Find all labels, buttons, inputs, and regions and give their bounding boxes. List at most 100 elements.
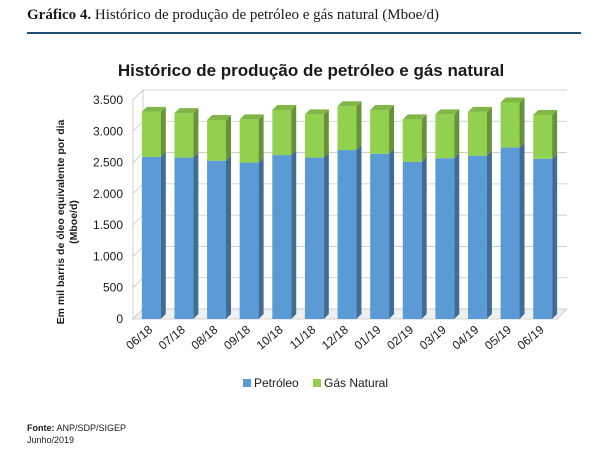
bar-front: [468, 155, 487, 319]
bar-front: [435, 158, 455, 319]
x-tick-label: 02/19: [384, 322, 416, 352]
y-axis-title: Em mil barris de óleo equivalente por di…: [55, 119, 80, 324]
bar-front: [141, 111, 161, 157]
bar-petroleo: [337, 145, 362, 319]
x-tick-label: 04/19: [449, 322, 481, 352]
figure-caption: Gráfico 4. Histórico de produção de petr…: [27, 7, 439, 24]
caption-text: Histórico de produção de petróleo e gás …: [94, 7, 439, 23]
bar-front: [304, 114, 324, 158]
bar-front: [370, 110, 390, 154]
bar-top: [533, 110, 558, 116]
bar-side: [323, 109, 329, 158]
x-tick-label: 01/19: [352, 322, 384, 352]
bar-gas-natural: [435, 109, 460, 159]
stacked-bar-chart: Histórico de produção de petróleo e gás …: [55, 61, 568, 390]
bar-front: [500, 147, 520, 319]
y-tick-label: 0: [116, 312, 123, 326]
bar-side: [519, 142, 525, 319]
bar-side: [552, 153, 558, 319]
bar-petroleo: [435, 153, 460, 319]
bar-gas-natural: [304, 109, 329, 158]
bar-side: [454, 153, 460, 319]
bar-side: [454, 109, 460, 159]
bar-front: [141, 156, 161, 319]
bar-top: [239, 114, 264, 120]
bar-side: [486, 150, 492, 319]
source-label: Fonte:: [27, 423, 55, 433]
bar-gas-natural: [402, 114, 427, 162]
bar-front: [402, 119, 422, 162]
bar-petroleo: [141, 151, 166, 319]
bar-gas-natural: [337, 101, 362, 151]
bar-gas-natural: [370, 105, 395, 154]
side-wall: [132, 89, 144, 320]
bar-top: [500, 97, 525, 103]
bar-petroleo: [174, 152, 199, 319]
bar-side: [193, 152, 199, 319]
bar-side: [193, 108, 199, 158]
bar-top: [402, 114, 427, 120]
bar-top: [304, 109, 329, 115]
bar-top: [141, 106, 166, 112]
y-tick-label: 500: [103, 281, 123, 295]
legend: Petróleo Gás Natural: [243, 376, 388, 390]
bar-gas-natural: [141, 106, 166, 157]
legend-label: Gás Natural: [324, 376, 388, 390]
bar-side: [486, 106, 492, 156]
bar-side: [389, 105, 395, 154]
bar-front: [468, 111, 487, 156]
gridline: [132, 89, 567, 101]
bar-front: [304, 157, 324, 319]
bar-gas-natural: [207, 115, 231, 161]
legend-label: Petróleo: [254, 376, 299, 390]
x-tick-label: 06/19: [515, 322, 547, 352]
x-tick-label: 09/18: [221, 322, 253, 352]
bar-front: [533, 158, 553, 319]
bar-side: [356, 101, 362, 151]
bar-front: [207, 120, 226, 161]
bar-front: [239, 162, 259, 319]
x-tick-label: 05/19: [482, 322, 514, 352]
x-tick-label: 07/18: [156, 322, 188, 352]
bar-gas-natural: [174, 108, 199, 158]
source-note: Fonte: ANP/SDP/SIGEP Junho/2019: [27, 422, 126, 446]
bar-petroleo: [207, 155, 231, 319]
x-tick-label: 11/18: [287, 322, 319, 352]
bar-gas-natural: [272, 105, 297, 156]
caption-label: Gráfico 4.: [27, 7, 92, 23]
y-tick-label: 1.000: [93, 249, 123, 263]
bar-front: [402, 161, 422, 319]
bar-petroleo: [239, 157, 264, 319]
bar-petroleo: [304, 152, 329, 319]
bar-side: [389, 148, 395, 319]
bar-side: [323, 152, 329, 319]
legend-swatch: [243, 379, 251, 387]
bar-side: [225, 155, 231, 319]
bar-front: [533, 115, 553, 159]
bar-petroleo: [468, 150, 492, 319]
bar-side: [258, 157, 264, 319]
bar-side: [421, 156, 427, 319]
source-line: Fonte: ANP/SDP/SIGEP: [27, 422, 126, 434]
y-tick-label: 1.500: [93, 218, 123, 232]
bar-front: [174, 113, 194, 158]
bar-top: [207, 115, 231, 121]
x-tick-label: 08/18: [188, 322, 220, 352]
bar-gas-natural: [500, 97, 525, 148]
bar-front: [370, 153, 390, 319]
legend-swatch: [313, 379, 321, 387]
bar-top: [435, 109, 460, 115]
caption-rule: [27, 32, 581, 34]
bar-side: [291, 150, 297, 319]
x-tick-label: 03/19: [417, 322, 449, 352]
bar-front: [207, 160, 226, 319]
y-tick-label: 2.000: [93, 187, 123, 201]
bar-petroleo: [533, 153, 558, 319]
bar-side: [160, 151, 166, 319]
chart-title: Histórico de produção de petróleo e gás …: [118, 61, 504, 80]
y-tick-label: 2.500: [93, 156, 123, 170]
source-text: ANP/SDP/SIGEP: [56, 423, 127, 433]
bar-front: [435, 114, 455, 159]
x-tick-label: 06/18: [123, 322, 155, 352]
